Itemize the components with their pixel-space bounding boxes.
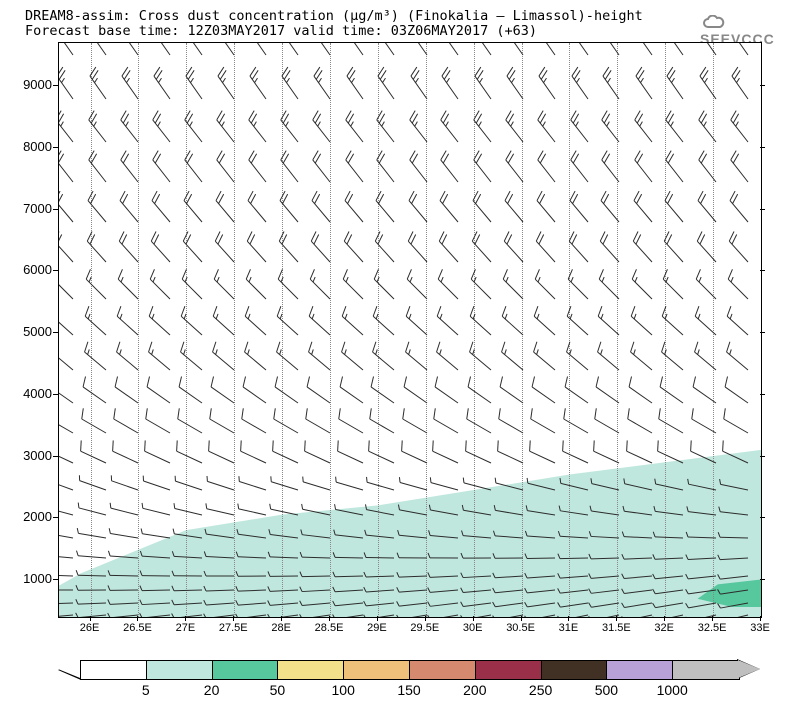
x-tick-label: 31E xyxy=(548,622,588,634)
y-tick xyxy=(53,332,58,333)
x-tick xyxy=(664,616,665,621)
y-tick xyxy=(760,147,765,148)
x-tick-label: 29.5E xyxy=(405,622,445,634)
legend-swatch xyxy=(277,660,345,680)
legend-label: 20 xyxy=(204,682,220,698)
x-tick xyxy=(90,616,91,621)
x-tick-label: 27E xyxy=(165,622,205,634)
x-tick xyxy=(568,616,569,621)
x-tick-label: 33E xyxy=(740,622,780,634)
legend-label: 150 xyxy=(397,682,420,698)
x-tick-label: 30.5E xyxy=(501,622,541,634)
contour-fill xyxy=(59,43,761,617)
y-tick xyxy=(760,332,765,333)
gridline xyxy=(761,43,762,617)
gridline xyxy=(378,43,379,617)
x-tick xyxy=(760,616,761,621)
y-tick-label: 9000 xyxy=(10,77,52,92)
x-tick-label: 32E xyxy=(644,622,684,634)
y-tick xyxy=(760,579,765,580)
legend-swatch xyxy=(672,660,740,680)
gridline xyxy=(474,43,475,617)
gridline xyxy=(91,43,92,617)
x-tick xyxy=(329,616,330,621)
gridline xyxy=(186,43,187,617)
y-tick-label: 1000 xyxy=(10,571,52,586)
gridline xyxy=(330,43,331,617)
y-tick xyxy=(53,270,58,271)
x-tick-label: 30E xyxy=(453,622,493,634)
legend-triangle-left xyxy=(58,660,80,678)
x-tick xyxy=(137,616,138,621)
x-tick xyxy=(616,616,617,621)
x-tick xyxy=(233,616,234,621)
y-tick-label: 5000 xyxy=(10,324,52,339)
x-tick xyxy=(185,616,186,621)
legend-swatch xyxy=(212,660,280,680)
y-tick-label: 2000 xyxy=(10,509,52,524)
y-tick xyxy=(760,85,765,86)
y-tick xyxy=(53,147,58,148)
gridline xyxy=(665,43,666,617)
x-tick-label: 28E xyxy=(261,622,301,634)
y-tick xyxy=(53,85,58,86)
y-tick-label: 4000 xyxy=(10,386,52,401)
y-tick xyxy=(760,456,765,457)
y-tick-label: 8000 xyxy=(10,139,52,154)
y-tick xyxy=(53,209,58,210)
x-tick xyxy=(473,616,474,621)
gridline xyxy=(282,43,283,617)
x-tick xyxy=(425,616,426,621)
legend-label: 100 xyxy=(332,682,355,698)
legend-label: 50 xyxy=(270,682,286,698)
legend-label: 250 xyxy=(529,682,552,698)
gridline xyxy=(522,43,523,617)
legend-swatch xyxy=(343,660,411,680)
gridline xyxy=(234,43,235,617)
legend-swatch xyxy=(606,660,674,680)
y-tick xyxy=(53,579,58,580)
y-tick-label: 3000 xyxy=(10,448,52,463)
x-tick xyxy=(281,616,282,621)
y-tick-label: 6000 xyxy=(10,262,52,277)
legend-swatch xyxy=(146,660,214,680)
x-tick-label: 27.5E xyxy=(213,622,253,634)
title-line-2: Forecast base time: 12Z03MAY2017 valid t… xyxy=(25,23,537,39)
x-tick xyxy=(521,616,522,621)
legend-swatch xyxy=(541,660,609,680)
y-tick-label: 7000 xyxy=(10,201,52,216)
x-tick-label: 32.5E xyxy=(692,622,732,634)
y-tick xyxy=(760,517,765,518)
gridline xyxy=(713,43,714,617)
x-tick xyxy=(377,616,378,621)
legend-swatch xyxy=(80,660,148,680)
title-line-1: DREAM8-assim: Cross dust concentration (… xyxy=(25,8,643,24)
y-tick xyxy=(53,456,58,457)
y-tick xyxy=(760,270,765,271)
gridline xyxy=(426,43,427,617)
legend-label: 1000 xyxy=(657,682,688,698)
gridline xyxy=(138,43,139,617)
x-tick-label: 26E xyxy=(70,622,110,634)
y-tick xyxy=(53,517,58,518)
x-tick-label: 31.5E xyxy=(596,622,636,634)
color-legend: 5 20 50 100 150 200 250 500 1000 xyxy=(58,660,760,704)
x-tick-label: 26.5E xyxy=(117,622,157,634)
x-tick xyxy=(712,616,713,621)
plot-area xyxy=(58,42,762,618)
legend-swatch xyxy=(475,660,543,680)
y-tick xyxy=(760,394,765,395)
legend-swatch xyxy=(409,660,477,680)
legend-label: 200 xyxy=(463,682,486,698)
y-tick xyxy=(53,394,58,395)
legend-label: 500 xyxy=(595,682,618,698)
x-tick-label: 29E xyxy=(357,622,397,634)
y-tick xyxy=(760,209,765,210)
legend-label: 5 xyxy=(142,682,150,698)
legend-triangle-right xyxy=(738,660,760,678)
x-tick-label: 28.5E xyxy=(309,622,349,634)
gridline xyxy=(617,43,618,617)
gridline xyxy=(569,43,570,617)
cloud-icon xyxy=(700,15,728,31)
